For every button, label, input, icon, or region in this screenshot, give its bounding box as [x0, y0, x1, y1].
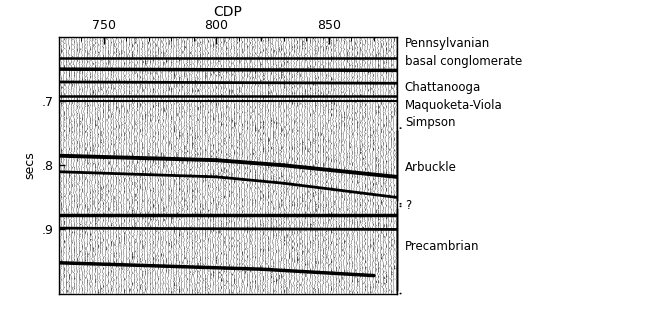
- Text: Maquoketa-Viola: Maquoketa-Viola: [405, 99, 502, 112]
- Text: ?: ?: [405, 199, 411, 212]
- Text: Precambrian: Precambrian: [405, 239, 479, 252]
- Text: Chattanooga: Chattanooga: [405, 81, 481, 94]
- Text: Pennsylvanian: Pennsylvanian: [405, 37, 490, 50]
- Text: basal conglomerate: basal conglomerate: [405, 55, 522, 68]
- X-axis label: CDP: CDP: [213, 6, 242, 19]
- Y-axis label: secs: secs: [23, 151, 36, 179]
- Text: Simpson: Simpson: [405, 116, 456, 129]
- Text: Arbuckle: Arbuckle: [405, 161, 457, 174]
